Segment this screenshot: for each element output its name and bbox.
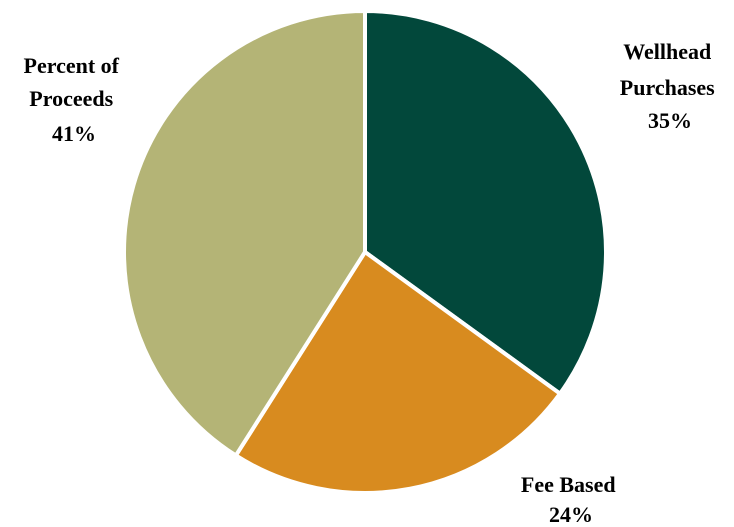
slice-label-percent-of-proceeds: Percent of Proceeds 41% xyxy=(24,53,125,146)
pie-slice-fee-based xyxy=(233,250,562,495)
slice-label-wellhead-purchases: Wellhead Purchases 35% xyxy=(620,39,720,133)
pie-labels: Wellhead Purchases 35% Fee Based 24% Per… xyxy=(24,39,720,527)
slice-label-fee-based: Fee Based 24% xyxy=(521,472,621,527)
pie-slices xyxy=(122,9,608,495)
pie-slice-wellhead-purchases xyxy=(363,9,608,396)
pie-slice-percent-of-proceeds xyxy=(122,9,367,458)
